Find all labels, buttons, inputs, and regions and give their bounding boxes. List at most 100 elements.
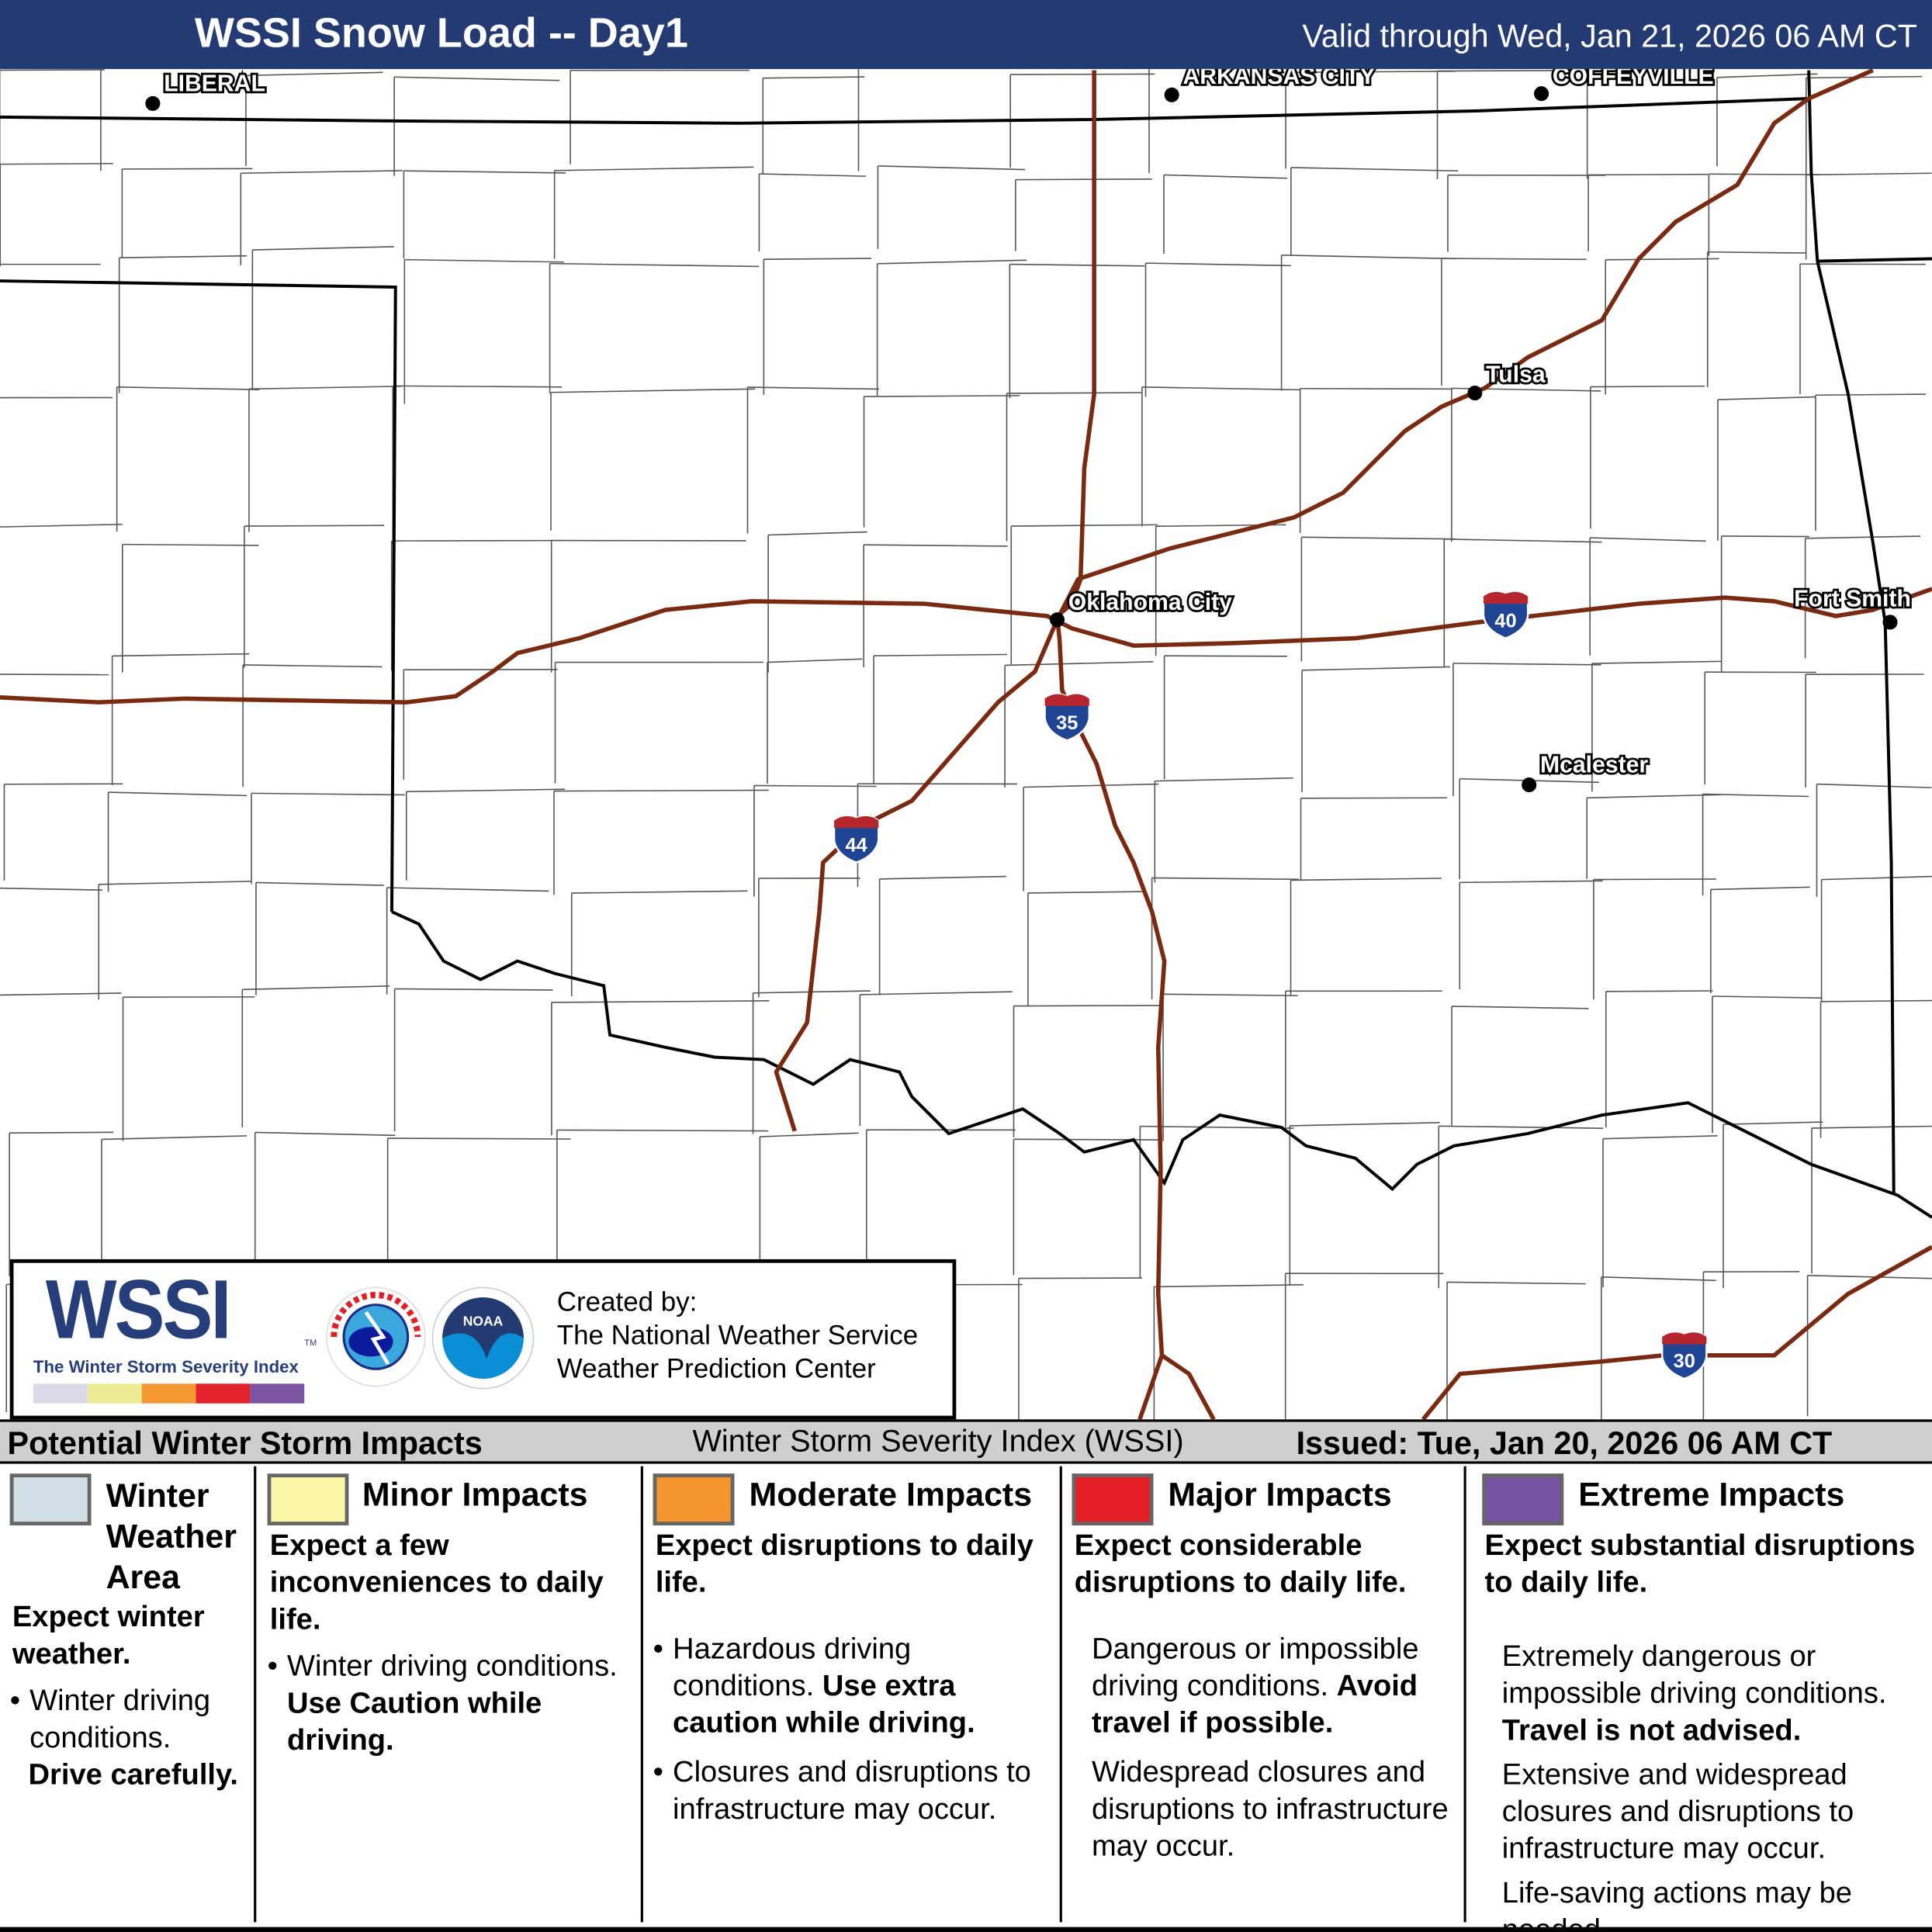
county-line xyxy=(1441,258,1587,261)
county-line xyxy=(1806,75,1923,79)
county-line xyxy=(550,388,756,393)
color-swatch xyxy=(9,1473,92,1525)
county-line xyxy=(1444,538,1602,543)
noaa-logo-text: NOAA xyxy=(463,1314,504,1329)
interstate-35-branch xyxy=(1160,1353,1216,1420)
city-dot xyxy=(1164,87,1179,102)
state-boundaries xyxy=(0,70,1932,1219)
county-line xyxy=(1593,878,1716,881)
county-line xyxy=(1013,1138,1160,1141)
county-line xyxy=(1707,251,1806,254)
category-advice: Drive carefully. xyxy=(28,1758,238,1792)
legend-header: Potential Winter Storm Impacts Winter St… xyxy=(0,1419,1932,1464)
county-line xyxy=(1805,535,1920,539)
county-line xyxy=(1590,537,1706,542)
county-line xyxy=(108,791,248,797)
red-river-border xyxy=(391,910,1932,1219)
county-line xyxy=(1290,878,1442,881)
created-by-label: Created by: xyxy=(556,1286,698,1317)
interstate-30-shield: 30 xyxy=(1661,1331,1708,1380)
county-line xyxy=(1587,794,1721,799)
county-line xyxy=(404,258,564,263)
interstate-44-route xyxy=(774,68,1874,1132)
county-line xyxy=(1716,73,1818,78)
category-title: Minor Impacts xyxy=(362,1476,588,1514)
county-line xyxy=(252,246,394,251)
branding-box: WSSI TM The Winter Storm Severity Index … xyxy=(9,1259,957,1420)
county-line xyxy=(244,525,385,527)
severity-color-scale xyxy=(33,1383,305,1404)
county-line xyxy=(1710,886,1810,891)
category-body: Expect substantial disruptions to daily … xyxy=(1485,1528,1916,1932)
county-line xyxy=(403,170,566,174)
color-swatch xyxy=(1482,1473,1564,1525)
county-line xyxy=(1290,167,1459,172)
county-line xyxy=(1286,71,1456,74)
county-line xyxy=(1601,1276,1716,1282)
county-line xyxy=(251,792,405,796)
category-summary: Expect winter weather. xyxy=(12,1600,205,1671)
credit-wpc: Weather Prediction Center xyxy=(556,1352,876,1384)
county-line xyxy=(394,76,560,81)
panhandle-border xyxy=(0,279,397,912)
county-line xyxy=(243,664,383,668)
county-line xyxy=(1027,891,1146,894)
city-label: Mcalester xyxy=(1540,753,1648,778)
county-line xyxy=(99,881,251,885)
county-line xyxy=(1140,1125,1294,1129)
shield-number: 44 xyxy=(846,834,867,856)
county-line xyxy=(860,991,1013,995)
county-line xyxy=(1155,777,1293,782)
category-body: Expect winter weather. Winter driving co… xyxy=(10,1599,254,1794)
interstate-35-route xyxy=(1054,70,1167,1420)
county-line xyxy=(241,170,403,175)
city-dot xyxy=(145,95,161,111)
county-line xyxy=(1141,386,1300,391)
body-advice: Travel is not advised. xyxy=(1501,1713,1802,1747)
county-line xyxy=(1605,990,1713,992)
wssi-logo: WSSI xyxy=(45,1262,232,1357)
city-dot xyxy=(1049,612,1065,628)
county-line xyxy=(0,887,102,891)
county-line xyxy=(1163,993,1298,997)
county-line xyxy=(1816,783,1932,788)
county-line xyxy=(1452,663,1601,666)
category-title: Winter Weather Area xyxy=(106,1477,237,1596)
county-line xyxy=(1812,1125,1932,1129)
county-line xyxy=(406,788,566,793)
city-oklahoma-city: Oklahoma City xyxy=(1049,587,1234,628)
county-line xyxy=(1605,258,1719,261)
shield-number: 35 xyxy=(1056,712,1078,734)
county-line xyxy=(116,386,260,391)
scale-swatch xyxy=(33,1383,88,1404)
city-fort-smith: Fort Smith xyxy=(1792,584,1913,630)
county-line xyxy=(101,1135,248,1141)
county-line xyxy=(254,1131,396,1137)
color-swatch xyxy=(653,1473,735,1525)
category-summary: Expect considerable disruptions to daily… xyxy=(1074,1529,1407,1600)
bullet-advice: Use extra caution while driving. xyxy=(673,1669,975,1740)
city-dot xyxy=(1882,615,1898,630)
county-line xyxy=(387,1137,571,1140)
column-divider xyxy=(1463,1466,1466,1923)
county-line xyxy=(763,258,872,260)
county-line xyxy=(1023,783,1159,788)
county-line xyxy=(9,1131,114,1134)
county-line xyxy=(553,789,769,792)
county-line xyxy=(394,988,553,991)
county-line xyxy=(0,69,105,71)
county-line xyxy=(864,544,1008,547)
arkansas-border xyxy=(1807,70,1896,1196)
bullet-text: Winter driving conditions. xyxy=(287,1650,618,1684)
county-line xyxy=(1439,1125,1604,1129)
interstate-44-shield: 44 xyxy=(833,815,880,864)
credits: Created by: The National Weather Service… xyxy=(557,1285,918,1385)
county-line xyxy=(391,539,561,542)
county-line xyxy=(1806,172,1932,176)
county-line xyxy=(1712,995,1823,999)
color-swatch xyxy=(267,1473,349,1525)
color-swatch xyxy=(1072,1473,1154,1525)
county-line xyxy=(571,890,748,894)
county-boundaries xyxy=(0,68,1932,1420)
body-advice: Avoid travel if possible. xyxy=(1091,1669,1418,1740)
